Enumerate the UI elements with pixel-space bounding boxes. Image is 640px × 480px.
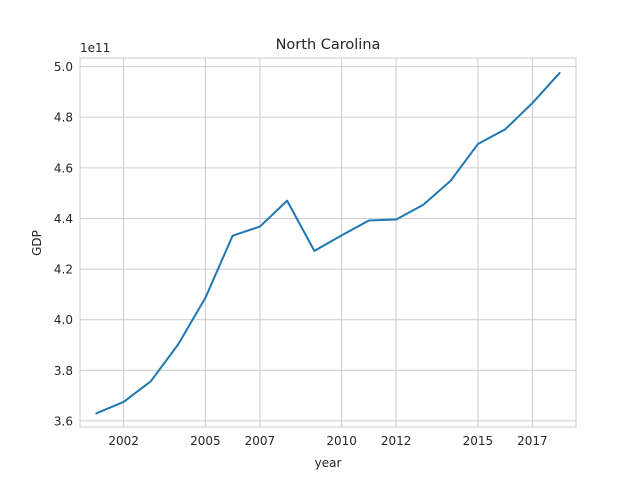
x-tick-label: 2005: [190, 434, 221, 448]
x-axis: 2002 2005 2007 2010 2012 2015 2017: [108, 434, 547, 448]
y-tick-label: 4.8: [54, 111, 73, 125]
y-tick-label: 4.2: [54, 263, 73, 277]
y-tick-label: 5.0: [54, 60, 73, 74]
x-tick-label: 2010: [326, 434, 357, 448]
plot-frame: [79, 57, 577, 428]
x-tick-label: 2015: [463, 434, 494, 448]
y-tick-label: 3.8: [54, 364, 73, 378]
y-axis-label: GDP: [30, 230, 44, 256]
x-tick-label: 2012: [381, 434, 412, 448]
y-tick-label: 4.4: [54, 212, 73, 226]
x-axis-label: year: [315, 456, 342, 470]
y-offset-text: 1e11: [80, 41, 110, 55]
y-axis: 3.6 3.8 4.0 4.2 4.4 4.6 4.8 5.0: [54, 60, 73, 428]
series-layer: [95, 71, 561, 415]
chart-title: North Carolina: [276, 37, 381, 53]
x-tick-label: 2002: [108, 434, 139, 448]
x-tick-label: 2017: [517, 434, 548, 448]
y-tick-label: 4.6: [54, 161, 73, 175]
x-tick-label: 2007: [245, 434, 276, 448]
grid: [79, 57, 577, 428]
series-line: [95, 71, 561, 415]
y-tick-label: 4.0: [54, 313, 73, 327]
y-tick-label: 3.6: [54, 414, 73, 428]
